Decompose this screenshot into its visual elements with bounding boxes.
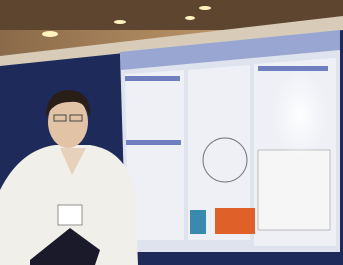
ceiling-light	[114, 20, 126, 24]
page	[0, 0, 343, 265]
photo	[0, 0, 343, 265]
name-badge	[58, 205, 82, 225]
diagram-box	[215, 208, 255, 234]
section-bar	[258, 66, 328, 71]
section-bar	[125, 76, 180, 81]
plot	[258, 150, 330, 230]
diagram-box	[190, 210, 206, 234]
ceiling-light	[42, 31, 58, 37]
flash-glare	[272, 70, 328, 160]
ceiling-light	[185, 16, 195, 20]
section-bar	[126, 140, 181, 145]
ceiling-light	[199, 6, 211, 10]
